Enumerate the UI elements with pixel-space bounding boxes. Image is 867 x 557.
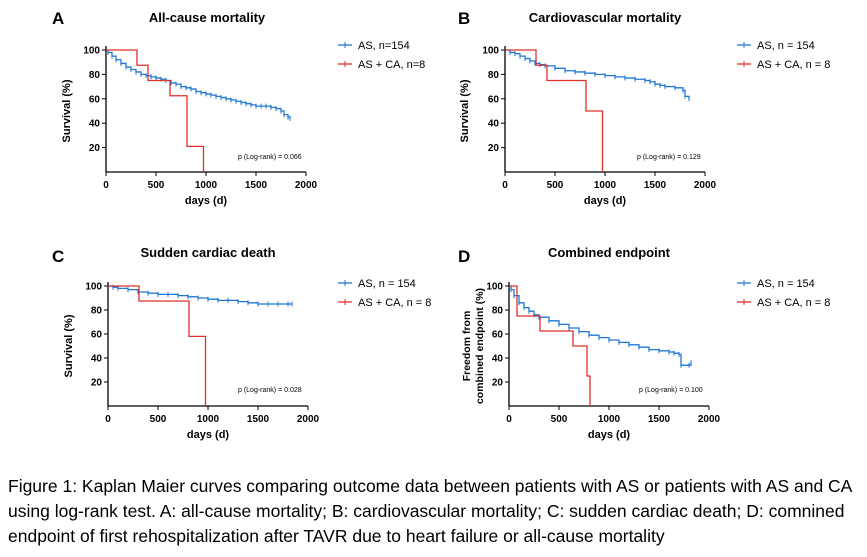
panel-c-pvalue: p (Log-rank) = 0.028: [238, 387, 302, 394]
panel-c-series-as-line: [108, 285, 292, 305]
panel-b-legend-label: AS, n = 154: [757, 40, 815, 52]
panel-a-legend-label: AS, n=154: [358, 40, 410, 52]
panel-a-group: A All-cause mortality 0 500 1000 1500 2000 20 40…: [52, 9, 425, 207]
panel-d-x-tick-label: 2000: [698, 414, 721, 425]
panel-a-y-label: Survival (%): [61, 79, 73, 142]
panel-c-x-tick-label: 1500: [247, 414, 270, 425]
panel-a-y-tick-label: 40: [89, 119, 101, 130]
panel-b-y-tick-label: 20: [488, 143, 500, 154]
panel-b-y-tick-label: 40: [488, 119, 500, 130]
panel-d-x-tick-label: 1000: [598, 414, 621, 425]
panel-c-x-tick-label: 1000: [197, 414, 220, 425]
panel-c-x-tick-label: 2000: [297, 414, 320, 425]
panel-c-y-tick-label: 100: [85, 282, 102, 293]
panel-a-x-tick-label: 2000: [295, 180, 318, 191]
panel-c-y-label: Survival (%): [63, 314, 75, 377]
panel-d-series-as-line: [509, 285, 692, 366]
panel-c-x-tick-label: 500: [150, 414, 167, 425]
panel-d-x-label: days (d): [588, 429, 631, 441]
panel-a-y-tick-label: 80: [89, 70, 101, 81]
panel-d-legend-label: AS + CA, n = 8: [757, 297, 830, 309]
panel-d-group: D Combined endpoint 0 500 1000 1500 2000 20 40 60…: [458, 245, 830, 441]
panel-d-y-label-line: Freedom from: [461, 311, 473, 382]
panel-c-group: C Sudden cardiac death 0 500 1000 1500 2000 20 4…: [52, 245, 431, 441]
panel-b-letter: B: [458, 9, 470, 28]
panel-a-y-tick-label: 100: [83, 46, 100, 57]
panel-c-letter: C: [52, 247, 64, 266]
panel-c-legend-label: AS + CA, n = 8: [358, 297, 431, 309]
panel-d-x-tick-label: 0: [506, 414, 512, 425]
panel-d-letter: D: [458, 247, 470, 266]
panel-c-title: Sudden cardiac death: [140, 245, 275, 260]
panel-d-x-tick-label: 500: [551, 414, 568, 425]
panel-b-x-label: days (d): [584, 195, 627, 207]
panel-b-x-tick-label: 1500: [644, 180, 667, 191]
panel-b-group: B Cardiovascular mortality 0 500 1000 1500 200…: [458, 9, 830, 207]
panel-a-legend-label: AS + CA, n=8: [358, 59, 425, 71]
panel-b-title: Cardiovascular mortality: [529, 10, 682, 25]
panel-b-pvalue: p (Log-rank) = 0.129: [637, 154, 701, 161]
panel-a-pvalue: p (Log-rank) = 0.066: [238, 154, 302, 161]
panel-a-x-label: days (d): [185, 195, 228, 207]
panel-a-series-asca-line: [106, 49, 205, 172]
panel-b-x-tick-label: 0: [502, 180, 508, 191]
panel-b-y-tick-label: 100: [482, 46, 499, 57]
panel-d-y-tick-label: 20: [492, 378, 504, 389]
panel-d-legend-label: AS, n = 154: [757, 278, 815, 290]
panel-b-y-tick-label: 80: [488, 70, 500, 81]
panel-d-series-asca-line: [509, 285, 591, 406]
panel-b-y-tick-label: 60: [488, 94, 500, 105]
panel-d-pvalue: p (Log-rank) = 0.100: [639, 387, 703, 394]
panel-a-x-tick-label: 500: [148, 180, 165, 191]
panel-a-x-tick-label: 1000: [195, 180, 218, 191]
panel-c-x-tick-label: 0: [105, 414, 111, 425]
panel-a-series-as-line: [106, 49, 291, 119]
panel-d-y-tick-label: 40: [492, 354, 504, 365]
panel-c-y-tick-label: 80: [91, 306, 103, 317]
panel-a-x-tick-label: 0: [103, 180, 109, 191]
panel-d-title: Combined endpoint: [548, 245, 671, 260]
panel-d-y-tick-label: 60: [492, 330, 504, 341]
panel-b-series-as-line: [505, 49, 690, 99]
panel-c-series-asca-line: [108, 285, 207, 406]
panel-a-y-tick-label: 20: [89, 143, 101, 154]
panel-d-y-label-line: combined endpoint (%): [474, 288, 486, 404]
figure-caption: Figure 1: Kaplan Maier curves comparing …: [8, 476, 852, 546]
panel-a-y-tick-label: 60: [89, 94, 101, 105]
panel-c-x-label: days (d): [187, 429, 230, 441]
panel-c-y-tick-label: 20: [91, 378, 103, 389]
panel-d-y-tick-label: 80: [492, 306, 504, 317]
panel-d-x-tick-label: 1500: [648, 414, 671, 425]
panel-b-x-tick-label: 500: [547, 180, 564, 191]
panel-c-legend-label: AS, n = 154: [358, 278, 416, 290]
panel-b-series-asca-line: [505, 49, 604, 172]
panel-a-x-tick-label: 1500: [245, 180, 268, 191]
panel-b-x-tick-label: 1000: [594, 180, 617, 191]
panel-d-y-tick-label: 100: [486, 282, 503, 293]
panel-b-legend-label: AS + CA, n = 8: [757, 59, 830, 71]
panel-c-y-tick-label: 60: [91, 330, 103, 341]
panel-a-letter: A: [52, 9, 64, 28]
panel-d-y-label: Freedom fromcombined endpoint (%): [461, 288, 486, 404]
panel-b-y-label: Survival (%): [459, 79, 471, 142]
panel-c-y-tick-label: 40: [91, 354, 103, 365]
panel-a-title: All-cause mortality: [149, 10, 266, 25]
panel-b-x-tick-label: 2000: [694, 180, 717, 191]
